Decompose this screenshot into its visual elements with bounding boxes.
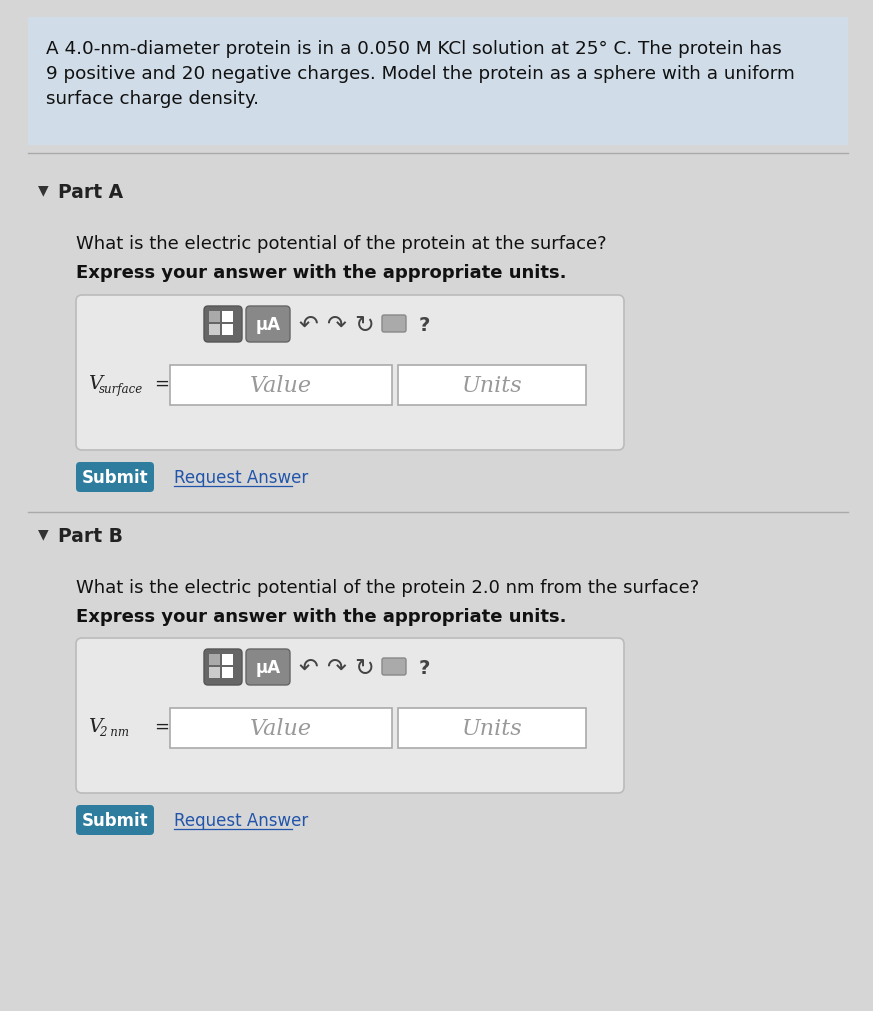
Text: Submit: Submit — [82, 811, 148, 829]
Text: Express your answer with the appropriate units.: Express your answer with the appropriate… — [76, 608, 567, 626]
Text: V: V — [88, 375, 102, 392]
Bar — [398, 709, 586, 748]
FancyBboxPatch shape — [382, 315, 406, 333]
Text: 2 nm: 2 nm — [99, 726, 129, 739]
FancyBboxPatch shape — [246, 306, 290, 343]
Text: ↶: ↶ — [298, 312, 318, 337]
Text: Part B: Part B — [58, 527, 123, 546]
Text: ↷: ↷ — [327, 655, 346, 679]
Text: Units: Units — [462, 717, 522, 739]
Text: μA: μA — [256, 658, 280, 676]
Bar — [222, 667, 233, 678]
Text: 9 positive and 20 negative charges. Model the protein as a sphere with a uniform: 9 positive and 20 negative charges. Mode… — [46, 65, 795, 83]
FancyBboxPatch shape — [76, 805, 154, 835]
Bar — [170, 709, 392, 748]
Bar — [209, 667, 220, 678]
Text: Request Answer: Request Answer — [174, 468, 308, 486]
Bar — [398, 366, 586, 405]
Text: A 4.0-nm-diameter protein is in a 0.050 M KCl solution at 25° C. The protein has: A 4.0-nm-diameter protein is in a 0.050 … — [46, 40, 781, 58]
Text: surface charge density.: surface charge density. — [46, 90, 259, 108]
Text: Submit: Submit — [82, 468, 148, 486]
Bar — [222, 654, 233, 665]
FancyBboxPatch shape — [204, 306, 242, 343]
Text: Request Answer: Request Answer — [174, 811, 308, 829]
Bar — [28, 18, 848, 146]
Text: Part A: Part A — [58, 183, 123, 202]
Text: μA: μA — [256, 315, 280, 334]
FancyBboxPatch shape — [246, 649, 290, 685]
Bar — [170, 366, 392, 405]
Text: surface: surface — [99, 383, 143, 396]
Text: =: = — [154, 717, 169, 735]
Bar — [209, 654, 220, 665]
Text: What is the electric potential of the protein at the surface?: What is the electric potential of the pr… — [76, 235, 607, 253]
Text: ↷: ↷ — [327, 312, 346, 337]
Text: Units: Units — [462, 375, 522, 396]
Bar — [209, 325, 220, 336]
Text: ↻: ↻ — [354, 655, 374, 679]
Text: Value: Value — [250, 717, 312, 739]
Text: V: V — [88, 717, 102, 735]
FancyBboxPatch shape — [382, 658, 406, 675]
FancyBboxPatch shape — [76, 638, 624, 794]
FancyBboxPatch shape — [76, 463, 154, 492]
Text: Express your answer with the appropriate units.: Express your answer with the appropriate… — [76, 264, 567, 282]
Text: ↶: ↶ — [298, 655, 318, 679]
Text: What is the electric potential of the protein 2.0 nm from the surface?: What is the electric potential of the pr… — [76, 578, 699, 596]
Bar — [209, 311, 220, 323]
Text: =: = — [154, 375, 169, 392]
Text: Value: Value — [250, 375, 312, 396]
Text: ?: ? — [418, 658, 430, 676]
Bar — [222, 311, 233, 323]
Text: ▼: ▼ — [38, 183, 49, 197]
Bar — [222, 325, 233, 336]
FancyBboxPatch shape — [204, 649, 242, 685]
Text: ▼: ▼ — [38, 527, 49, 541]
Text: ?: ? — [418, 315, 430, 335]
FancyBboxPatch shape — [76, 295, 624, 451]
Text: ↻: ↻ — [354, 312, 374, 337]
